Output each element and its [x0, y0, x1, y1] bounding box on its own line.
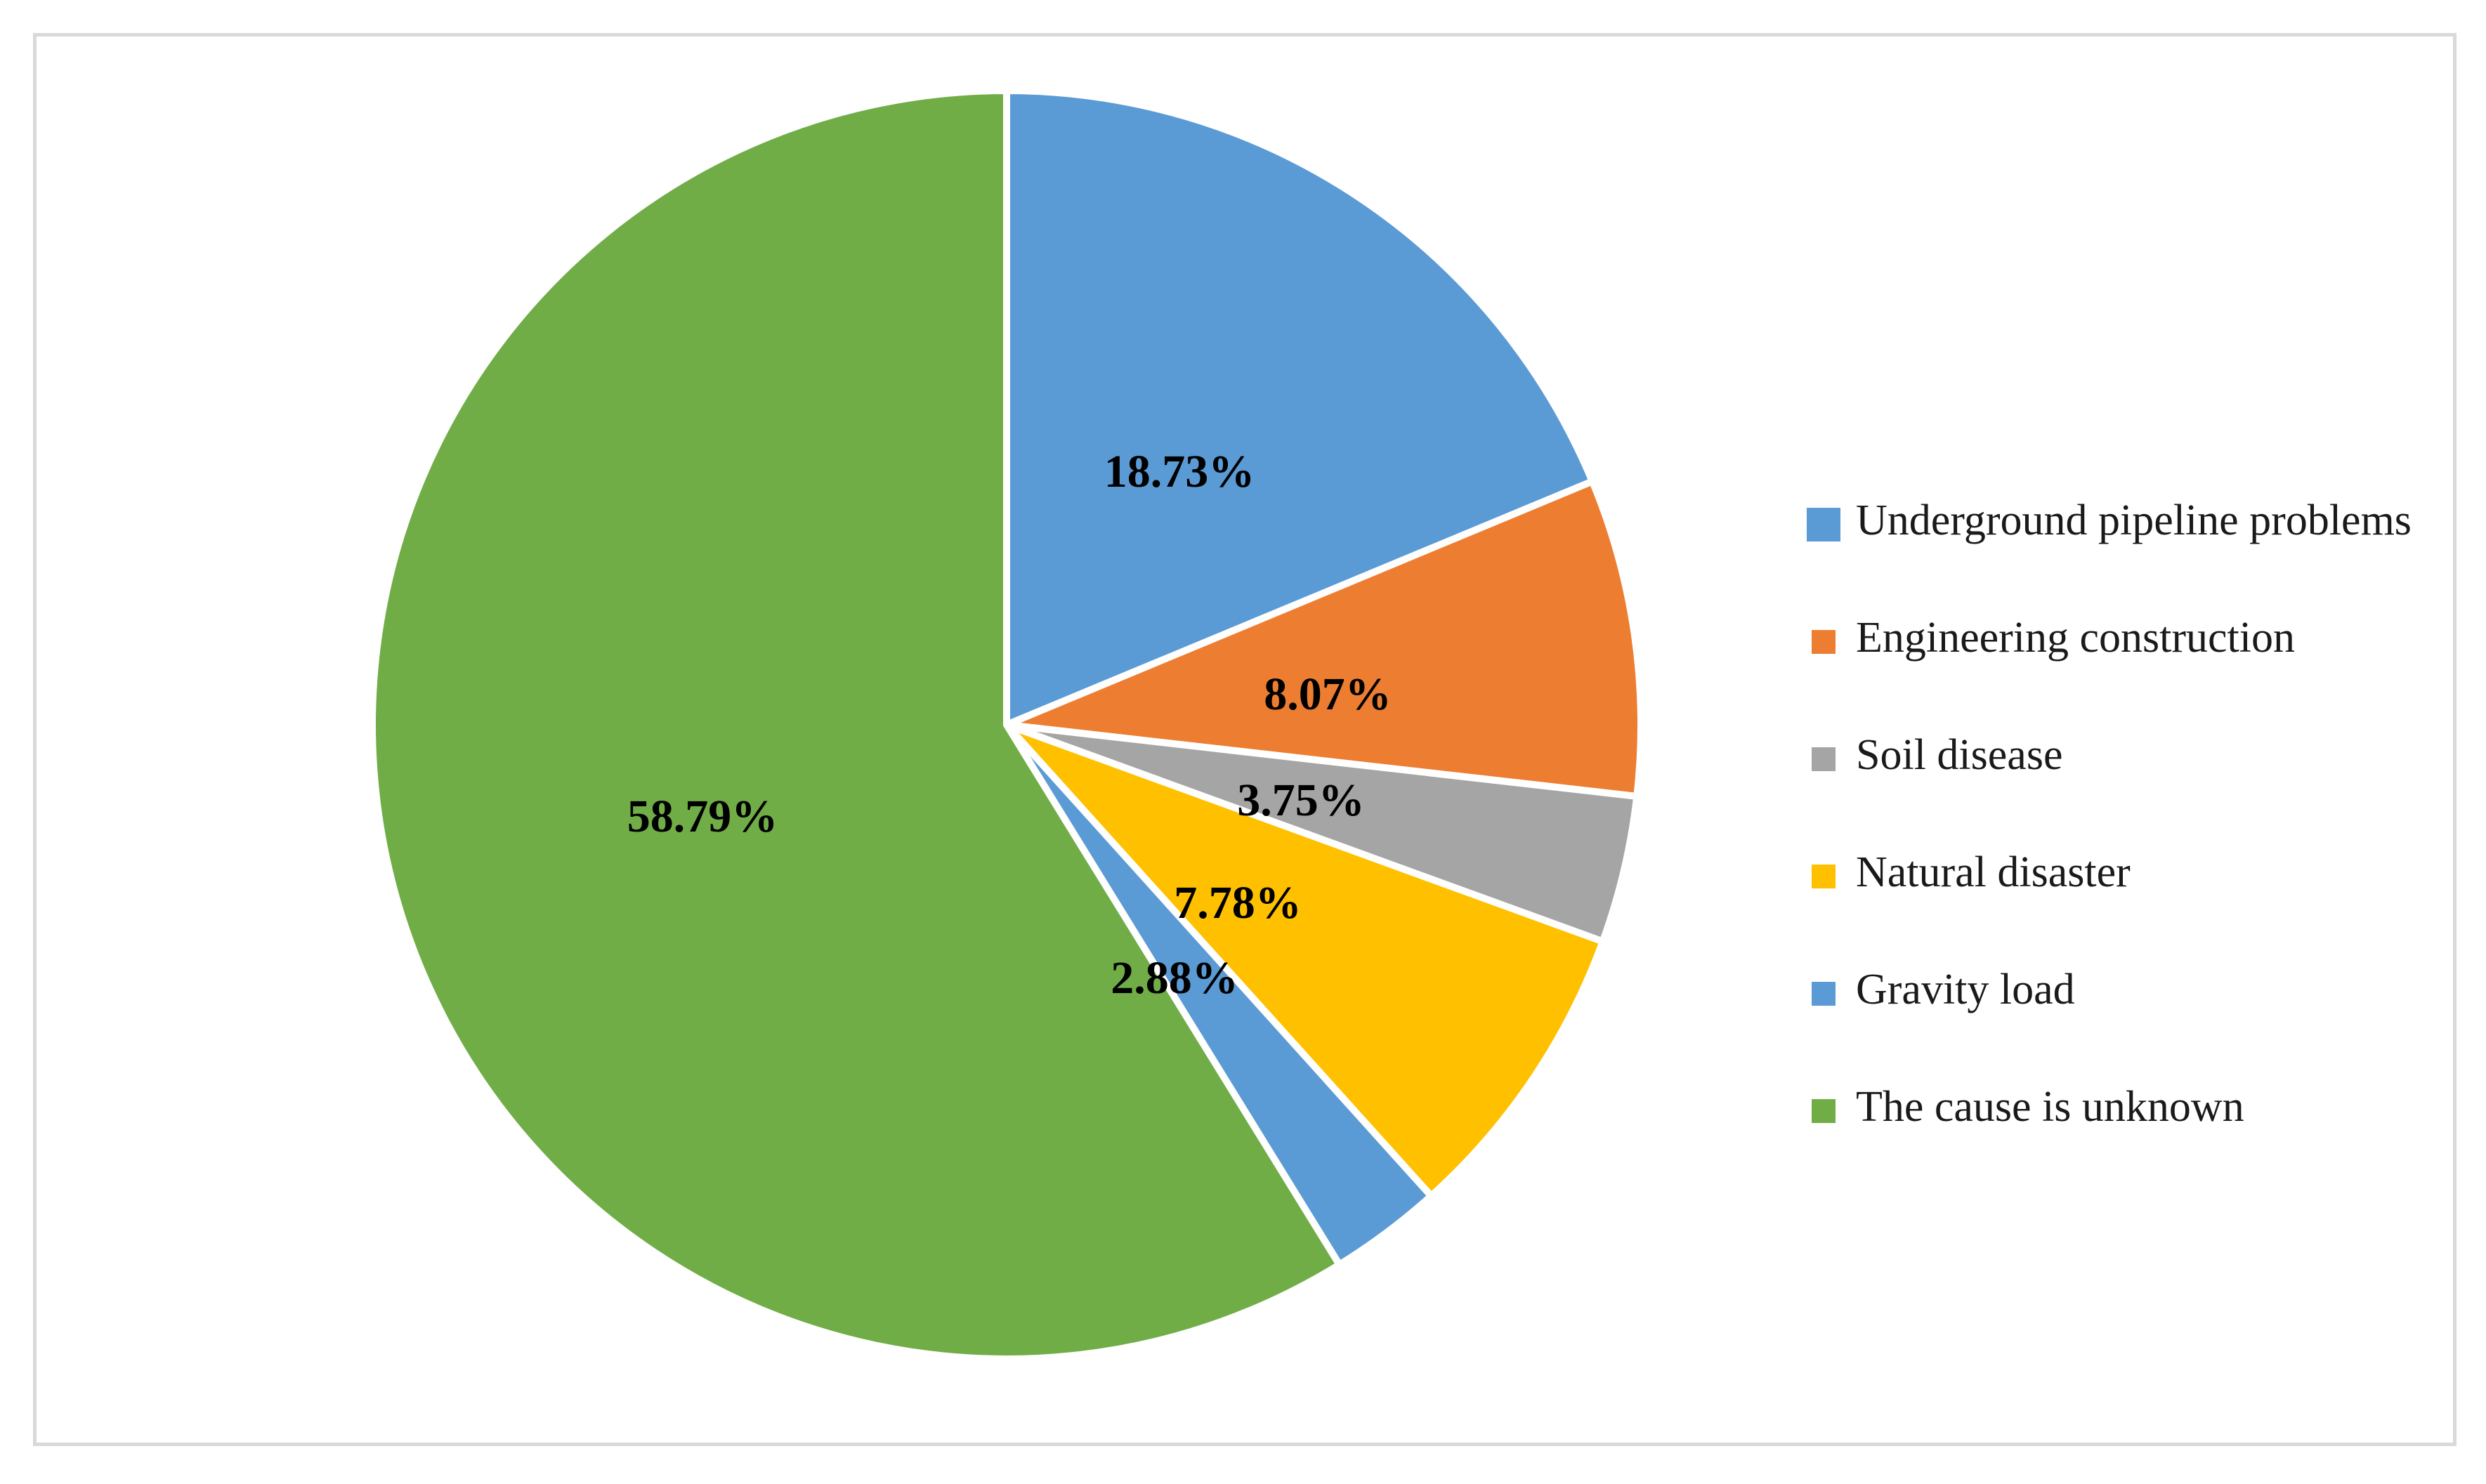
legend-swatch-soil-disease: [1812, 747, 1836, 771]
data-labels-layer: 18.73% 8.07% 3.75% 7.78% 2.88% 58.79%: [627, 446, 1392, 1004]
legend-label-gravity-load: Gravity load: [1856, 966, 2075, 1013]
pie-slice-underground-pipeline-problems: [1003, 86, 1597, 730]
legend-label-engineering-construction: Engineering construction: [1856, 614, 2295, 662]
legend-swatch-natural-disaster: [1812, 865, 1836, 888]
legend-label-the-cause-is-unknown: The cause is unknown: [1856, 1083, 2244, 1131]
data-label-engineering-construction: 8.07%: [1264, 669, 1392, 720]
pie-chart: 18.73% 8.07% 3.75% 7.78% 2.88% 58.79% Undergr…: [369, 86, 2412, 1362]
chart-frame: 18.73% 8.07% 3.75% 7.78% 2.88% 58.79% Undergr…: [33, 33, 2456, 1446]
pie-slice-engineering-construction: [993, 476, 1644, 801]
legend-label-natural-disaster: Natural disaster: [1856, 848, 2131, 896]
data-label-natural-disaster: 7.78%: [1174, 877, 1302, 928]
legend-swatch-the-cause-is-unknown: [1812, 1099, 1836, 1123]
data-label-underground-pipeline-problems: 18.73%: [1104, 446, 1255, 497]
slices-layer: [369, 86, 1644, 1362]
pie-slice-natural-disaster: [1004, 721, 1608, 1201]
data-label-the-cause-is-unknown: 58.79%: [627, 791, 778, 842]
legend: Underground pipeline problems Engineering…: [1807, 497, 2412, 1131]
legend-swatch-gravity-load: [1812, 982, 1836, 1006]
pie-slice-the-cause-is-unknown: [369, 86, 1345, 1362]
legend-swatch-underground-pipeline-problems: [1807, 508, 1840, 541]
legend-swatch-engineering-construction: [1812, 630, 1836, 654]
legend-label-soil-disease: Soil disease: [1856, 731, 2062, 779]
data-label-soil-disease: 3.75%: [1237, 775, 1365, 826]
legend-label-underground-pipeline-problems: Underground pipeline problems: [1856, 497, 2412, 544]
data-label-gravity-load: 2.88%: [1111, 952, 1238, 1004]
